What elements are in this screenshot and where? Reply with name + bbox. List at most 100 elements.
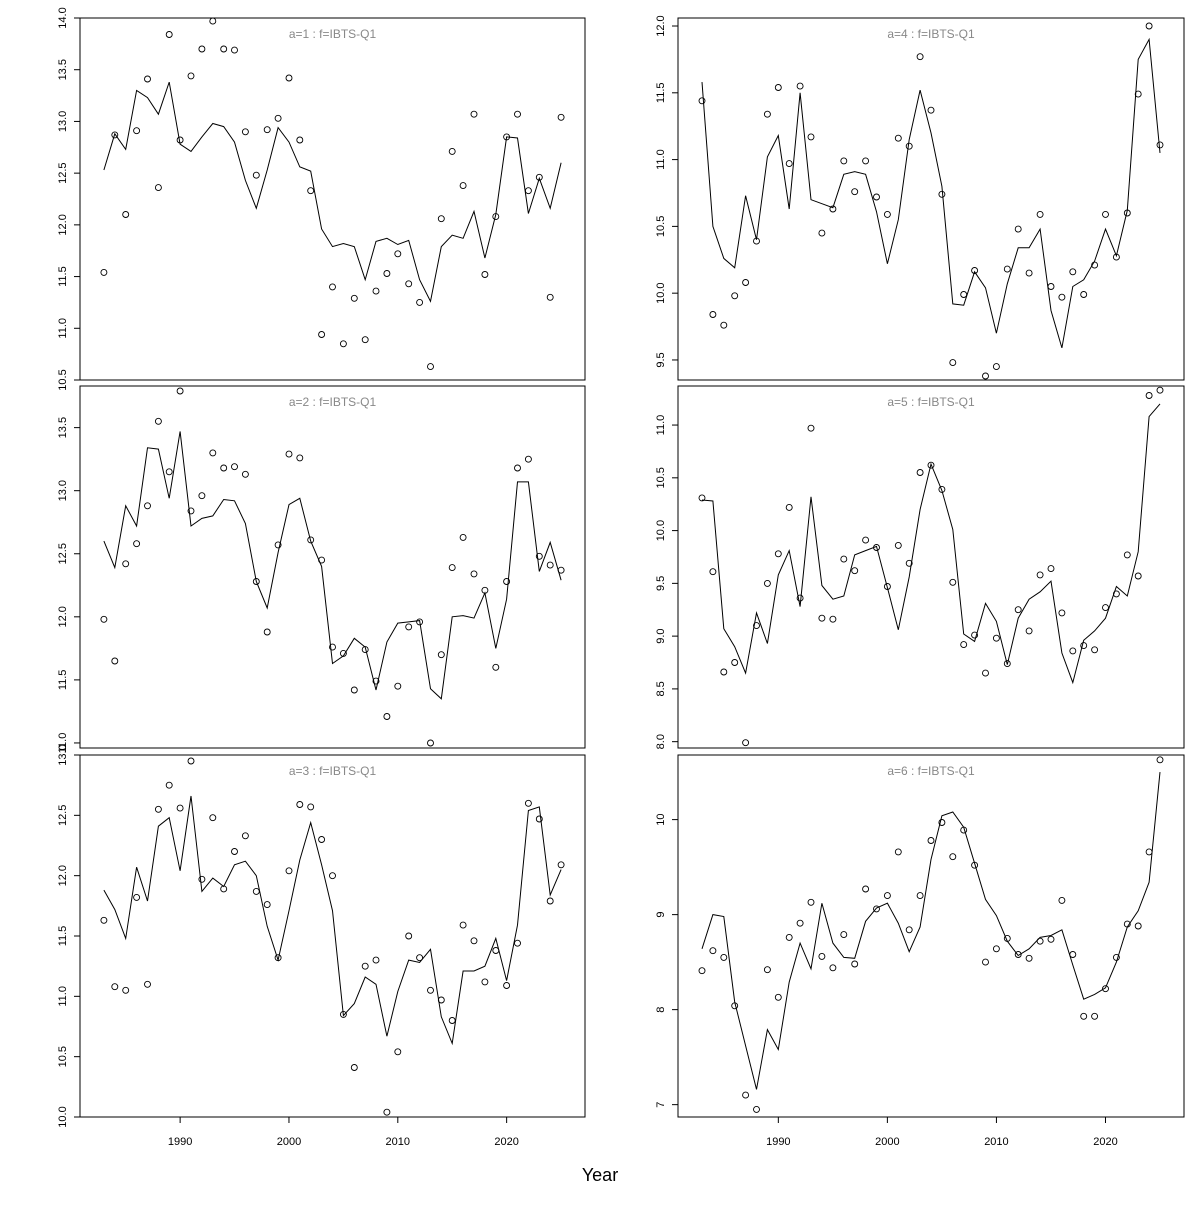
data-point	[307, 536, 315, 544]
y-tick-label: 7	[655, 1102, 667, 1108]
y-tick-label: 11.5	[57, 670, 69, 691]
data-point	[220, 45, 228, 53]
data-point	[535, 173, 543, 181]
y-tick-label: 11.5	[655, 83, 667, 104]
data-point	[1025, 954, 1033, 962]
data-point	[742, 739, 750, 747]
data-point	[133, 127, 141, 135]
data-point	[209, 449, 217, 457]
data-point	[350, 1064, 358, 1071]
series-points	[100, 17, 565, 371]
data-point	[448, 147, 456, 155]
data-point	[862, 885, 870, 893]
y-tick-label: 11.0	[655, 415, 667, 436]
data-point	[241, 128, 249, 136]
data-point	[774, 993, 782, 1001]
data-point	[807, 424, 815, 432]
data-point	[285, 450, 293, 458]
data-point	[862, 157, 870, 165]
data-point	[416, 954, 424, 962]
panel-title: a=5 : f=IBTS-Q1	[887, 395, 975, 409]
data-point	[1123, 551, 1131, 559]
data-point	[405, 623, 413, 631]
data-point	[198, 875, 206, 883]
y-tick-label: 13.0	[57, 480, 69, 501]
data-point	[927, 837, 935, 844]
data-point	[1102, 210, 1109, 218]
data-point	[481, 271, 489, 278]
y-tick-label: 11.0	[57, 986, 69, 1007]
data-point	[416, 618, 424, 626]
data-point	[165, 31, 173, 38]
data-point	[1069, 268, 1077, 276]
series-line	[103, 81, 562, 303]
data-point	[133, 893, 141, 901]
data-point	[851, 960, 859, 968]
x-tick-label: 2020	[494, 1136, 518, 1148]
y-tick-label: 13.5	[57, 417, 69, 438]
data-point	[372, 287, 380, 295]
data-point	[698, 494, 706, 502]
data-point	[514, 464, 521, 472]
panel-6: a=6 : f=IBTS-Q1 7 8 9 10 1990 2000 2010 2020	[655, 754, 1185, 1148]
y-axis: 10.0 10.5 11.0 11.5 12.0 12.5 13.0	[57, 744, 81, 1128]
data-point	[873, 905, 880, 913]
series-points	[698, 756, 1164, 1113]
series-line	[103, 431, 562, 700]
y-axis: 8.0 8.5 9.0 9.5 10.0 10.5 11.0	[655, 415, 679, 749]
panel-title: a=4 : f=IBTS-Q1	[887, 27, 975, 41]
data-point	[416, 298, 424, 306]
data-point	[427, 739, 434, 747]
data-point	[807, 133, 815, 141]
data-point	[1145, 848, 1153, 856]
y-axis: 11.0 11.5 12.0 12.5 13.0 13.5	[57, 417, 81, 753]
data-point	[883, 892, 891, 900]
data-point	[144, 502, 151, 510]
y-tick-label: 11.0	[57, 318, 69, 339]
data-point	[1014, 951, 1022, 958]
x-axis-label: Year	[582, 1165, 618, 1185]
data-point	[318, 836, 326, 843]
y-tick-label: 10	[655, 813, 667, 825]
data-point	[427, 986, 434, 994]
data-point	[459, 182, 467, 190]
x-tick-label: 2000	[277, 1136, 301, 1148]
data-point	[938, 485, 946, 493]
data-point	[905, 926, 913, 934]
data-point	[742, 279, 750, 286]
data-point	[111, 983, 119, 991]
data-point	[154, 805, 162, 813]
data-point	[1091, 1012, 1099, 1020]
data-point	[1102, 604, 1109, 612]
data-point	[1025, 627, 1033, 635]
y-tick-label: 12.5	[57, 805, 69, 826]
data-point	[916, 469, 924, 476]
data-point	[241, 832, 249, 840]
data-point	[154, 184, 162, 192]
data-point	[524, 455, 532, 463]
y-tick-label: 12.0	[655, 15, 667, 36]
x-tick-label: 1990	[766, 1136, 790, 1148]
data-point	[122, 560, 130, 568]
data-point	[111, 657, 119, 665]
y-tick-label: 14.0	[57, 7, 69, 28]
data-point	[263, 901, 271, 909]
data-point	[546, 897, 554, 905]
data-point	[557, 861, 565, 869]
data-point	[709, 568, 717, 576]
panel-2: a=2 : f=IBTS-Q1 11.0 11.5 12.0 12.5 13.0 13.5	[57, 385, 586, 753]
data-point	[437, 651, 445, 659]
data-point	[383, 713, 391, 720]
data-point	[851, 567, 859, 575]
data-point	[339, 340, 347, 348]
data-point	[1080, 1012, 1088, 1020]
data-point	[1134, 922, 1142, 930]
data-point	[763, 110, 771, 118]
data-point	[851, 188, 859, 196]
data-point	[971, 631, 979, 639]
y-tick-label: 12.5	[57, 543, 69, 564]
x-tick-label: 1990	[168, 1136, 192, 1148]
data-point	[927, 106, 935, 114]
data-point	[905, 142, 913, 150]
